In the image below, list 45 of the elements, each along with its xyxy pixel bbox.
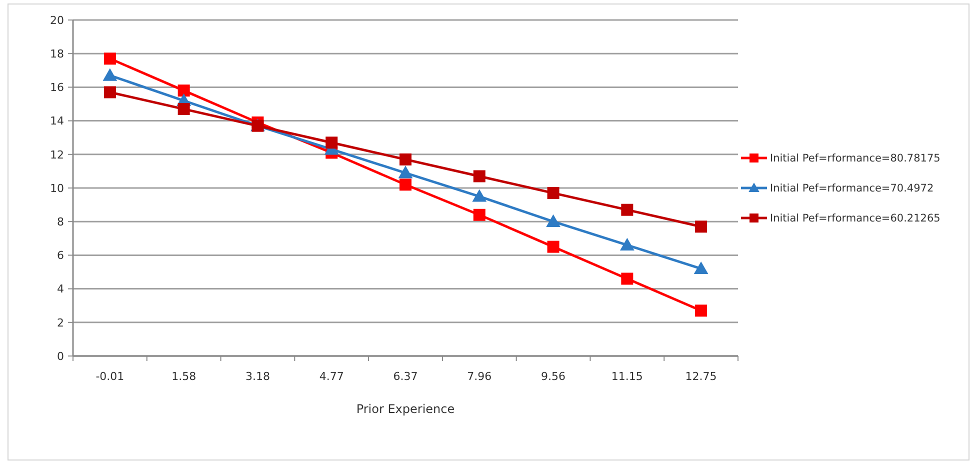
y-tick-label: 18 (50, 47, 64, 60)
legend-label: Initial Pef=rformance=70.4972 (770, 182, 934, 195)
point (102, 68, 118, 81)
x-tick-label: -0.01 (96, 370, 124, 383)
x-tick-label: 12.75 (685, 370, 717, 383)
point (546, 214, 560, 227)
point (400, 153, 412, 166)
legend-label: Initial Pef=rformance=60.21265 (770, 212, 940, 225)
point (473, 170, 486, 182)
point (178, 84, 190, 97)
y-tick-label: 16 (50, 81, 64, 94)
x-tick-label: 7.96 (467, 370, 492, 383)
point (621, 204, 634, 216)
y-tick-label: 2 (57, 316, 64, 330)
point (621, 272, 634, 285)
point (547, 240, 560, 253)
point (547, 187, 560, 200)
point (472, 189, 487, 202)
point (104, 52, 116, 65)
x-axis-title: Prior Experience (356, 402, 455, 416)
point (178, 103, 190, 116)
point (326, 136, 338, 149)
y-tick-label: 8 (57, 215, 64, 228)
point (398, 166, 413, 178)
y-tick-label: 0 (57, 350, 64, 363)
point (695, 304, 708, 317)
x-tick-label: 11.15 (611, 370, 643, 383)
point (694, 261, 708, 274)
y-tick-label: 6 (57, 249, 64, 262)
point (473, 208, 486, 221)
y-tick-label: 14 (50, 114, 64, 128)
x-tick-label: 9.56 (541, 370, 566, 383)
y-tick-label: 4 (57, 282, 64, 296)
x-tick-label: 6.37 (393, 370, 418, 383)
x-tick-label: 1.58 (172, 370, 196, 383)
point (400, 178, 412, 191)
y-tick-label: 20 (50, 14, 64, 27)
x-tick-label: 4.77 (319, 370, 344, 383)
legend-label: Initial Pef=rformance=80.78175 (770, 152, 940, 165)
point (620, 238, 634, 251)
y-tick-label: 12 (50, 148, 64, 162)
y-tick-label: 10 (50, 182, 64, 195)
point (104, 86, 116, 98)
x-tick-label: 3.18 (245, 370, 270, 383)
point (695, 220, 708, 233)
